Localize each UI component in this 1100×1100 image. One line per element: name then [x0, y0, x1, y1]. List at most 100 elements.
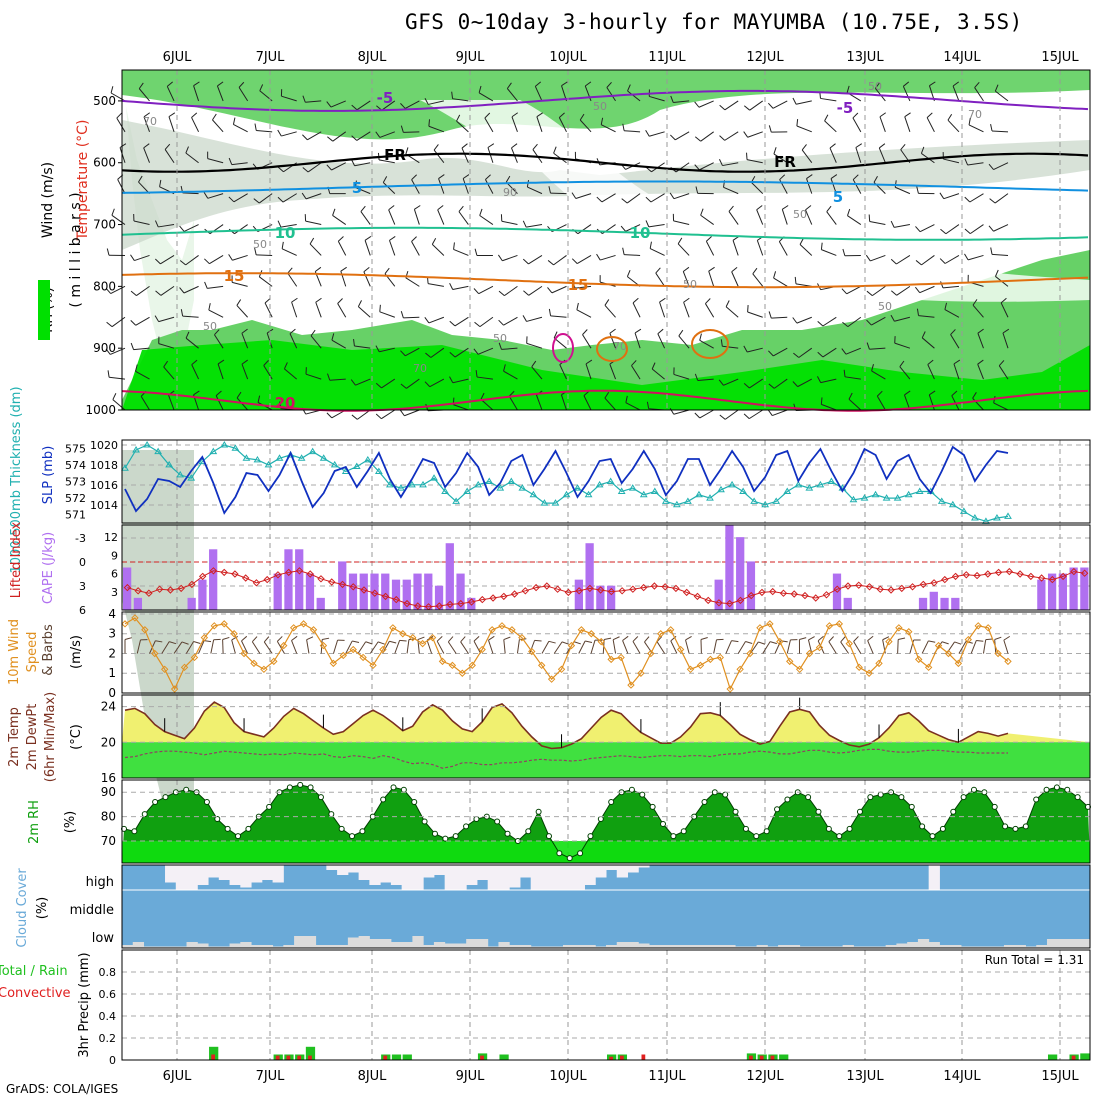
li-point	[467, 598, 476, 606]
wind-barb-upper-flag	[998, 360, 1005, 367]
rh2m-point	[183, 786, 190, 793]
wind-barb-upper	[454, 347, 469, 358]
wind-barb-upper	[256, 254, 273, 256]
thickness-point	[121, 464, 129, 471]
y-tick-label-left: 6	[79, 604, 86, 617]
wind-barb-upper-flag	[458, 205, 464, 212]
y-tick-label: 70	[101, 834, 116, 848]
wind-barb-upper-flag	[474, 321, 481, 328]
thickness-point	[827, 477, 836, 484]
ylabel-cloud: Cloud Cover	[15, 868, 30, 948]
contour-label: -5	[837, 99, 854, 117]
y-tick-label: 500	[93, 94, 116, 108]
thickness-point	[606, 477, 615, 484]
wind-barb-upper	[428, 125, 445, 133]
wind-barb-upper-flag	[699, 333, 702, 341]
wind-barb-upper	[918, 315, 935, 318]
wind-barb-upper	[287, 272, 298, 287]
wind-barb-10m-flag	[181, 641, 189, 645]
li-point	[844, 582, 852, 590]
wind-barb-upper	[609, 363, 617, 380]
wind-barb-upper-flag	[228, 157, 233, 165]
wind-point	[151, 649, 159, 658]
wind-barb-upper-flag	[473, 288, 480, 295]
wind-barb-10m-flag	[1003, 635, 1011, 641]
wind-barb-upper-flag	[890, 220, 895, 228]
wind-barb-upper	[974, 87, 984, 102]
wind-barb-upper-flag	[645, 196, 652, 203]
wind-barb-upper-flag	[155, 290, 162, 296]
cloud-high-gap	[928, 865, 940, 890]
wind-barb-upper-flag	[606, 81, 612, 88]
li-point	[629, 585, 637, 593]
li-point	[930, 579, 938, 587]
wind-barb-upper	[747, 347, 763, 353]
wind-barb-upper	[751, 181, 764, 194]
wind-barb-10m	[291, 640, 298, 654]
wind-barb-upper-flag	[449, 376, 454, 384]
wind-barb-upper	[241, 363, 249, 380]
ylabel-rh2m: 2m RH	[27, 800, 42, 844]
wind-barb-upper-flag	[719, 104, 726, 111]
wind-barb-upper-flag	[871, 364, 874, 372]
wind-barb-upper	[354, 345, 371, 349]
wind-barb-10m-flag	[799, 637, 807, 640]
wind-barb-upper-flag	[498, 290, 505, 296]
wind-barb-upper	[212, 119, 224, 133]
rh2m-point	[1002, 823, 1009, 830]
cloud-low-bar	[788, 945, 801, 948]
wind-barb-upper-flag	[706, 236, 712, 242]
li-point	[865, 583, 874, 591]
wind-barb-upper	[829, 147, 837, 163]
wind-barb-upper	[967, 162, 984, 166]
wind-barb-upper	[331, 162, 346, 171]
cape-bar	[456, 573, 465, 610]
cloud-low-bar	[552, 946, 564, 948]
cape-bar	[424, 573, 433, 610]
li-point	[973, 571, 981, 580]
cloud-low-bar	[165, 946, 177, 948]
wind-barb-upper	[305, 100, 322, 103]
y-tick-label-left: 574	[65, 459, 86, 472]
thickness-point	[308, 447, 317, 455]
rh2m-point	[836, 833, 843, 840]
cloud-low-bar	[756, 945, 768, 948]
wind-point	[131, 614, 139, 622]
contour-line	[121, 152, 1089, 173]
wind-barb-upper	[1002, 332, 1009, 349]
wind-barb-10m	[897, 639, 899, 654]
wind-point	[359, 653, 367, 662]
wind-barb-upper	[553, 255, 567, 266]
wind-barb-upper-flag	[634, 328, 642, 334]
wind-point	[200, 633, 209, 642]
wind-barb-upper	[160, 285, 175, 296]
wind-barb-upper	[649, 95, 665, 102]
rh-band-upper	[122, 70, 1090, 140]
wind-barb-upper-flag	[461, 143, 468, 149]
wind-barb-upper	[756, 240, 764, 256]
wind-barb-upper-flag	[425, 352, 432, 358]
cloud-low-bar	[1057, 939, 1069, 948]
rh2m-point	[784, 796, 791, 803]
wind-point	[428, 633, 437, 642]
wind-barb-upper-flag	[604, 299, 610, 306]
wind-point	[270, 657, 278, 666]
wind-barb-upper	[332, 215, 347, 225]
wind-barb-upper	[577, 255, 592, 265]
wind-barb-upper-flag	[254, 123, 257, 131]
cloud-high-gap	[326, 865, 338, 870]
rh-label: 50	[683, 278, 697, 291]
wind-barb-upper	[878, 147, 886, 163]
wind-barb-upper-flag	[669, 407, 675, 415]
cloud-high-gap	[573, 865, 585, 890]
wind-barb-upper	[236, 305, 249, 318]
precip-total-bar	[305, 1046, 316, 1060]
wind-point	[676, 645, 685, 654]
precip-conv-bar	[759, 1055, 764, 1060]
wind-barb-upper-flag	[379, 304, 381, 312]
wind-barb-upper	[731, 271, 739, 287]
cloud-label-high: high	[86, 875, 114, 890]
contour-line	[121, 389, 1089, 412]
wind-barb-upper-flag	[944, 302, 948, 310]
precip-conv-bar	[609, 1056, 613, 1060]
